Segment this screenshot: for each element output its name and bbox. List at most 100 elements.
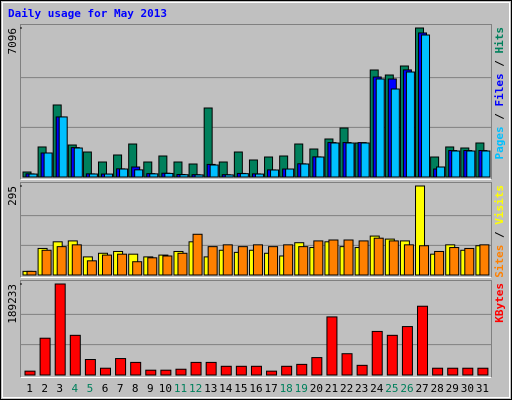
x-tick-label: 5 (87, 382, 94, 395)
bar (417, 305, 429, 376)
bar (436, 166, 446, 178)
x-tick-label: 22 (340, 382, 353, 395)
bar (315, 156, 325, 178)
bar (224, 174, 234, 178)
bar (103, 173, 113, 178)
bar (311, 357, 323, 376)
bar (405, 71, 415, 178)
bar (266, 370, 278, 376)
bar (300, 163, 310, 178)
x-tick-label: 21 (325, 382, 338, 395)
bar (479, 244, 490, 276)
bar (26, 270, 37, 276)
bar (237, 246, 248, 276)
legend-entry: Hits (493, 27, 506, 54)
x-tick-label: 9 (147, 382, 154, 395)
bar (449, 247, 460, 276)
bar (99, 367, 111, 376)
bar (43, 152, 53, 178)
bar (84, 359, 96, 376)
x-tick-label: 13 (204, 382, 217, 395)
legend-entry: Pages (493, 126, 506, 159)
bar (313, 240, 324, 276)
bar (343, 239, 354, 276)
bar (447, 367, 459, 376)
bar (207, 246, 218, 276)
bar (117, 253, 128, 276)
chart-title: Daily usage for May 2013 (8, 7, 167, 20)
legend: Pages / Files / Hits (493, 27, 506, 160)
x-tick-label: 11 (174, 382, 187, 395)
bar (296, 363, 308, 376)
bar (71, 244, 82, 276)
x-tick-label: 28 (431, 382, 444, 395)
bar (41, 249, 52, 276)
bar (82, 151, 92, 178)
bar (147, 257, 158, 276)
x-tick-label: 10 (159, 382, 172, 395)
bar (175, 368, 187, 376)
x-tick-label: 3 (56, 382, 63, 395)
legend-separator: / (493, 225, 506, 245)
x-tick-label: 31 (476, 382, 489, 395)
bar (283, 244, 294, 276)
legend-separator: / (493, 54, 506, 74)
legend-entry: Files (493, 73, 506, 106)
bar (164, 172, 174, 178)
bar (451, 150, 461, 178)
bar (285, 168, 295, 178)
bar (58, 116, 68, 178)
bar (477, 367, 489, 376)
x-tick-label: 1 (26, 382, 33, 395)
x-tick-label: 2 (41, 382, 48, 395)
bar (132, 261, 143, 276)
bar (115, 358, 127, 376)
bar (192, 233, 203, 276)
x-tick-label: 8 (132, 382, 139, 395)
bar (179, 174, 189, 178)
bar (145, 369, 157, 376)
y-tick-label: 189233 (6, 284, 19, 324)
x-tick-label: 6 (102, 382, 109, 395)
bar (162, 255, 173, 276)
bar (298, 246, 309, 276)
bar (421, 34, 431, 178)
bar (209, 164, 219, 178)
bar (419, 245, 430, 276)
bar (239, 173, 249, 178)
bar (28, 173, 38, 178)
bar (270, 169, 280, 178)
bar (86, 260, 97, 276)
bar (330, 142, 340, 178)
legend: KBytes (493, 283, 506, 323)
y-tick-label: 7096 (6, 28, 19, 55)
x-tick-label: 12 (189, 382, 202, 395)
x-tick-label: 16 (249, 382, 262, 395)
bar (250, 365, 262, 376)
bar (39, 337, 51, 376)
bar (235, 365, 247, 376)
bar (88, 173, 98, 178)
bar (401, 326, 413, 376)
bar (403, 244, 414, 276)
bar (326, 316, 338, 376)
x-tick-label: 19 (295, 382, 308, 395)
bar (119, 168, 129, 178)
bar (190, 361, 202, 376)
bar (134, 169, 144, 178)
bar (281, 365, 293, 376)
bar (434, 250, 445, 276)
bar (252, 244, 263, 276)
legend-entry: Sites (493, 245, 506, 278)
bar (390, 88, 400, 178)
bar (462, 367, 474, 376)
x-tick-label: 4 (72, 382, 79, 395)
x-tick-label: 30 (461, 382, 474, 395)
bar (466, 150, 476, 178)
y-tick-label: 295 (6, 186, 19, 206)
bar (432, 367, 444, 376)
bar (194, 174, 204, 178)
bar (220, 365, 232, 376)
bar (160, 369, 172, 376)
